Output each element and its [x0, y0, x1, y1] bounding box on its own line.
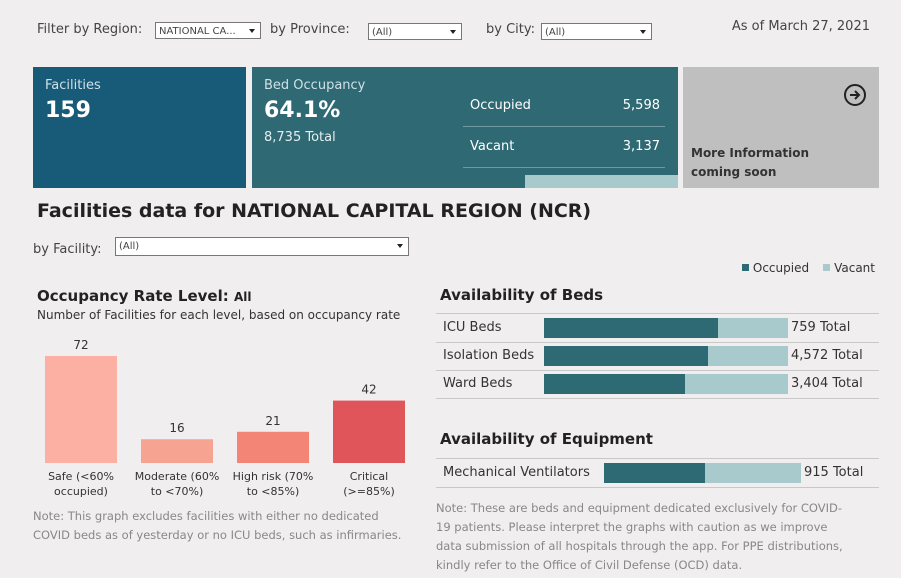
tile-value: 159	[45, 98, 91, 123]
bar-vacant	[717, 318, 788, 338]
tile-value: 3,137	[622, 139, 660, 154]
legend: Occupied Vacant	[741, 261, 875, 275]
label: by Province:	[270, 22, 350, 37]
chart-subtitle: Number of Facilities for each level, bas…	[37, 308, 401, 322]
section-heading: Availability of Equipment	[440, 430, 653, 448]
occupancy-chart: 72 16 21 42	[45, 338, 405, 463]
total-label: 915 Total	[804, 465, 864, 480]
chart-title: Occupancy Rate Level: All	[37, 287, 251, 305]
region-select[interactable]: NATIONAL CA...	[155, 22, 261, 39]
bar-vacant	[704, 463, 801, 483]
occupancy-tile: Bed Occupancy 64.1% 8,735 Total Occupied…	[252, 67, 678, 188]
province-select[interactable]: (All)	[368, 23, 462, 40]
category-label: Moderate (60% to <70%)	[134, 470, 220, 498]
data-label: 16	[169, 421, 184, 435]
title-suffix: All	[233, 290, 252, 304]
legend-swatch	[741, 264, 749, 271]
category-label: High risk (70% to <85%)	[232, 470, 314, 498]
bar	[45, 356, 117, 463]
row-label: Ward Beds	[443, 376, 513, 391]
bar	[333, 400, 405, 463]
row-label: ICU Beds	[443, 320, 502, 335]
tile-subvalue: 8,735 Total	[264, 130, 336, 145]
legend-swatch	[823, 264, 831, 271]
as-of-date: As of March 27, 2021	[731, 19, 870, 34]
divider	[463, 126, 665, 127]
bar-occupied	[604, 463, 705, 483]
category-label: Critical (>=85%)	[343, 470, 395, 498]
bar-vacant	[708, 346, 788, 366]
tile-label: Bed Occupancy	[264, 78, 366, 93]
table-row: ICU Beds 759 Total	[436, 314, 879, 343]
bar	[141, 439, 213, 463]
legend-label: Occupied	[752, 261, 810, 275]
total-label: 759 Total	[791, 320, 851, 335]
note: Note: This graph excludes facilities wit…	[33, 509, 402, 542]
progress	[525, 175, 678, 188]
bar-vacant	[684, 374, 788, 394]
tile-value: 5,598	[622, 98, 660, 113]
bar	[237, 431, 309, 463]
data-label: 72	[73, 338, 88, 352]
data-label: 21	[265, 414, 280, 428]
facilities-tile: Facilities 159	[33, 67, 246, 188]
title: Occupancy Rate Level:	[37, 287, 229, 305]
section-title: Facilities data for NATIONAL CAPITAL REG…	[37, 200, 592, 222]
label: Filter by Region:	[37, 22, 143, 37]
category-label: Safe (<60% occupied)	[48, 470, 114, 498]
tile-label: Facilities	[45, 78, 101, 93]
divider	[463, 167, 665, 168]
tile-label: Occupied	[470, 98, 531, 113]
tile-text: More Information coming soon	[691, 146, 810, 179]
bar-occupied	[544, 346, 708, 366]
tile-value: 64.1%	[264, 98, 341, 123]
total-label: 4,572 Total	[791, 348, 863, 363]
data-label: 42	[361, 383, 376, 397]
more-info-tile[interactable]: More Information coming soon	[683, 67, 879, 188]
total-label: 3,404 Total	[791, 376, 863, 391]
label: by City:	[486, 22, 535, 37]
city-select[interactable]: (All)	[541, 23, 652, 40]
facility-select[interactable]: (All)	[115, 237, 409, 256]
bar-occupied	[544, 318, 718, 338]
label: by Facility:	[33, 242, 102, 257]
section-heading: Availability of Beds	[440, 286, 604, 304]
arrow-icon	[844, 84, 866, 106]
divider	[436, 313, 879, 314]
table-row: Ward Beds 3,404 Total	[436, 370, 879, 399]
bar-occupied	[544, 374, 685, 394]
table-row: Isolation Beds 4,572 Total	[436, 342, 879, 371]
legend-label: Vacant	[834, 261, 875, 275]
tile-label: Vacant	[470, 139, 515, 154]
note: Note: These are beds and equipment dedic…	[436, 501, 843, 572]
row-label: Mechanical Ventilators	[443, 465, 590, 480]
divider	[436, 458, 879, 459]
row-label: Isolation Beds	[443, 348, 535, 363]
table-row: Mechanical Ventilators 915 Total	[436, 459, 879, 488]
